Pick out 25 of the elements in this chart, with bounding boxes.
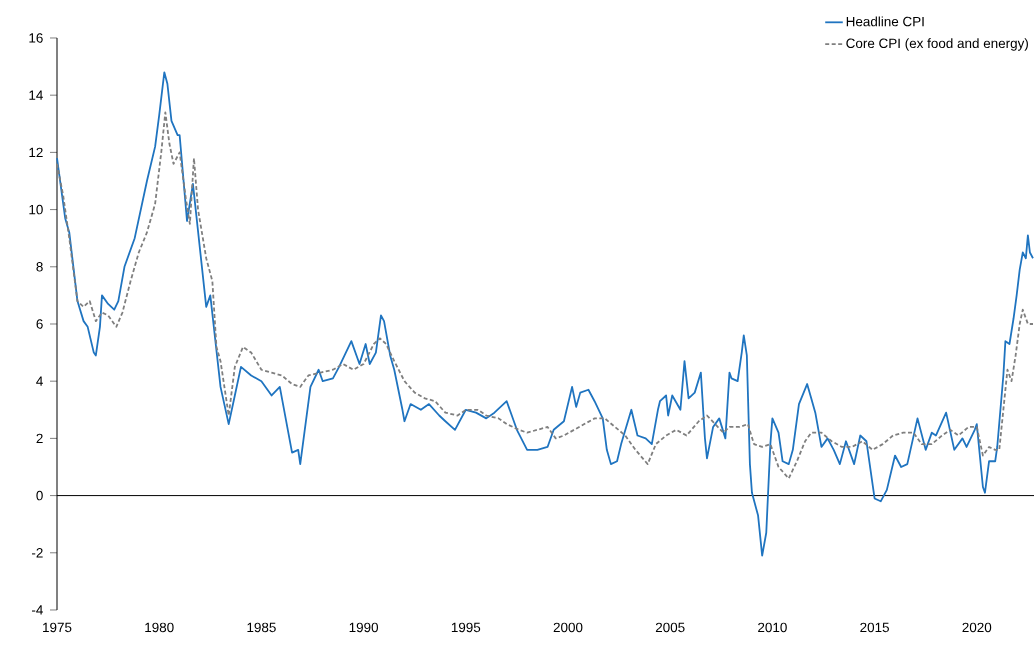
y-tick-label: 12 xyxy=(29,147,43,158)
y-tick-label: 8 xyxy=(36,262,43,272)
y-tick-label: -2 xyxy=(31,548,43,558)
y-tick-label: 0 xyxy=(36,490,43,501)
y-tick-label: 6 xyxy=(36,319,43,329)
y-tick-label: 2 xyxy=(36,433,43,444)
y-tick-label: 4 xyxy=(36,376,43,386)
x-tick-label: 1980 xyxy=(145,622,174,633)
y-tick-label: 10 xyxy=(29,204,43,215)
legend-label: Core CPI (ex food and energy) xyxy=(846,38,1028,51)
x-tick-label: 1990 xyxy=(349,622,379,633)
line-series xyxy=(56,71,1034,557)
x-tick-label: 2010 xyxy=(758,622,787,633)
y-tick-label: -4 xyxy=(31,605,43,615)
y-tick-label: 14 xyxy=(29,90,43,100)
x-tick-label: 1985 xyxy=(247,622,276,633)
legend-label: Headline CPI xyxy=(846,16,924,27)
x-tick-label: 2000 xyxy=(553,622,583,633)
x-tick-label: 1995 xyxy=(451,622,481,633)
line-series xyxy=(56,111,1034,480)
y-tick-label: 16 xyxy=(29,33,43,43)
x-tick-label: 1975 xyxy=(43,622,72,633)
x-tick-label: 2005 xyxy=(655,622,685,633)
x-tick-label: 2015 xyxy=(860,622,889,633)
x-tick-label: 2020 xyxy=(962,622,992,633)
